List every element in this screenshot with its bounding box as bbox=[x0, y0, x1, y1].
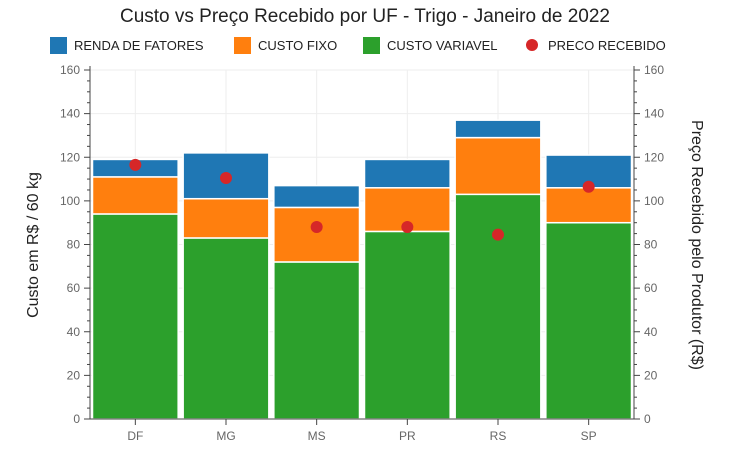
y2-tick-label: 0 bbox=[644, 412, 651, 426]
y2-tick-label: 120 bbox=[644, 150, 664, 164]
point-preco-recebido-df bbox=[129, 158, 142, 171]
axes: 0 0 20 20 40 40 60 60 80 80 100 100 120 120 140 140 160 1… bbox=[60, 63, 664, 443]
legend-item-custo-fixo: CUSTO FIXO bbox=[234, 37, 337, 54]
legend-swatch bbox=[234, 37, 251, 54]
bar-renda-de-fatores-ms bbox=[273, 184, 361, 209]
legend-swatch bbox=[363, 37, 380, 54]
bar-renda-de-fatores-pr bbox=[363, 158, 451, 189]
chart-title: Custo vs Preço Recebido por UF - Trigo -… bbox=[120, 6, 610, 27]
point-preco-recebido-mg bbox=[220, 171, 232, 184]
y-axis-label: Custo em R$ / 60 kg bbox=[25, 172, 42, 318]
legend-item-custo-variavel: CUSTO VARIAVEL bbox=[363, 37, 498, 54]
legend-label: CUSTO FIXO bbox=[258, 38, 337, 53]
point-preco-recebido-pr bbox=[401, 221, 414, 234]
y-tick-label: 120 bbox=[60, 150, 80, 164]
bar-custo-variavel-mg bbox=[182, 237, 270, 420]
legend-label: CUSTO VARIAVEL bbox=[387, 38, 498, 53]
y2-tick-label: 60 bbox=[644, 281, 658, 295]
points bbox=[129, 158, 595, 241]
y-tick-label: 140 bbox=[60, 107, 80, 121]
y-tick-label: 80 bbox=[67, 238, 81, 252]
y-tick-label: 0 bbox=[73, 412, 80, 426]
bar-custo-fixo-df bbox=[91, 176, 179, 215]
x-tick-label-rs: RS bbox=[490, 429, 507, 443]
bar-custo-variavel-ms bbox=[273, 261, 361, 420]
bars bbox=[91, 119, 633, 420]
x-tick-label-ms: MS bbox=[308, 429, 326, 443]
bar-custo-fixo-sp bbox=[545, 187, 633, 224]
y-tick-label: 40 bbox=[67, 325, 81, 339]
bar-custo-variavel-df bbox=[91, 213, 179, 420]
bar-custo-variavel-sp bbox=[545, 221, 633, 420]
y2-tick-label: 80 bbox=[644, 238, 658, 252]
legend: RENDA DE FATORES CUSTO FIXO CUSTO VARIAVEL… bbox=[50, 37, 666, 54]
legend-label: PRECO RECEBIDO bbox=[548, 38, 666, 53]
point-preco-recebido-rs bbox=[492, 228, 504, 241]
bar-custo-variavel-rs bbox=[454, 193, 542, 420]
bar-custo-fixo-rs bbox=[454, 136, 542, 196]
legend-swatch bbox=[50, 37, 67, 54]
point-preco-recebido-ms bbox=[310, 221, 323, 234]
bar-renda-de-fatores-rs bbox=[454, 119, 542, 139]
x-tick-label-mg: MG bbox=[216, 429, 235, 443]
bar-custo-variavel-pr bbox=[363, 230, 451, 420]
x-tick-label-pr: PR bbox=[399, 429, 416, 443]
legend-item-preco-recebido: PRECO RECEBIDO bbox=[526, 38, 666, 53]
x-tick-label-df: DF bbox=[127, 429, 143, 443]
legend-marker bbox=[526, 39, 538, 51]
y2-tick-label: 140 bbox=[644, 107, 664, 121]
point-preco-recebido-sp bbox=[582, 180, 595, 193]
y-tick-label: 60 bbox=[67, 281, 81, 295]
legend-label: RENDA DE FATORES bbox=[74, 38, 204, 53]
legend-item-renda-de-fatores: RENDA DE FATORES bbox=[50, 37, 204, 54]
bar-custo-fixo-ms bbox=[273, 206, 361, 263]
y-tick-label: 100 bbox=[60, 194, 80, 208]
x-tick-label-sp: SP bbox=[581, 429, 597, 443]
y2-tick-label: 20 bbox=[644, 368, 658, 382]
y2-tick-label: 100 bbox=[644, 194, 664, 208]
y-tick-label: 20 bbox=[67, 368, 81, 382]
y-tick-label: 160 bbox=[60, 63, 80, 77]
bar-custo-fixo-mg bbox=[182, 197, 270, 239]
y2-tick-label: 40 bbox=[644, 325, 658, 339]
y2-tick-label: 160 bbox=[644, 63, 664, 77]
y2-axis-label: Preço Recebido pelo Produtor (R$) bbox=[688, 120, 705, 370]
